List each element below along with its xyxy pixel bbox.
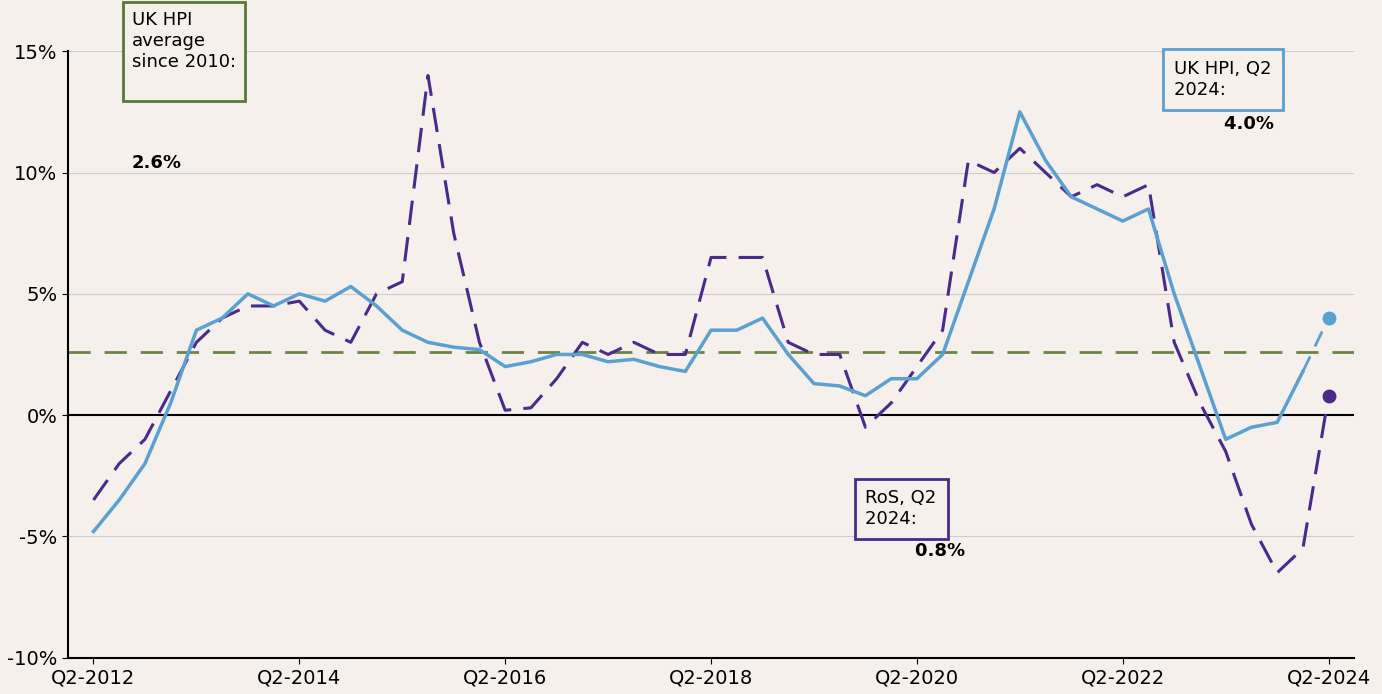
Text: UK HPI
average
since 2010:: UK HPI average since 2010: <box>133 11 236 92</box>
Text: RoS, Q2
2024:: RoS, Q2 2024: <box>865 489 937 528</box>
Text: UK HPI, Q2
2024:: UK HPI, Q2 2024: <box>1175 60 1271 99</box>
Text: 0.8%: 0.8% <box>865 542 966 560</box>
Text: 4.0%: 4.0% <box>1175 115 1274 133</box>
Text: 2.6%: 2.6% <box>133 153 182 171</box>
